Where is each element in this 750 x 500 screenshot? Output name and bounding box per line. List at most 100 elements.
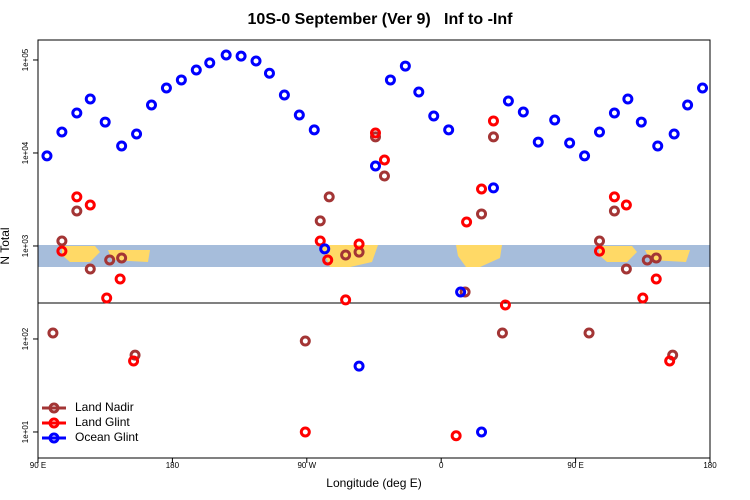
point	[71, 107, 83, 119]
point	[71, 205, 83, 217]
point	[502, 95, 514, 107]
point	[564, 137, 576, 149]
point	[579, 150, 591, 162]
point	[635, 116, 647, 128]
point	[56, 235, 68, 247]
point	[99, 116, 111, 128]
point	[129, 349, 141, 361]
point	[293, 109, 305, 121]
point	[476, 426, 488, 438]
point	[608, 205, 620, 217]
point	[319, 243, 331, 255]
point	[622, 93, 634, 105]
point	[84, 263, 96, 275]
point	[608, 191, 620, 203]
point	[235, 50, 247, 62]
point	[299, 426, 311, 438]
legend-marker	[48, 402, 60, 414]
point	[314, 235, 326, 247]
legend-label: Land Nadir	[75, 400, 134, 414]
point	[101, 292, 113, 304]
point	[323, 191, 335, 203]
point	[650, 273, 662, 285]
x-tick-label: 0	[439, 461, 444, 470]
point	[593, 245, 605, 257]
point	[620, 263, 632, 275]
point	[487, 115, 499, 127]
point	[399, 60, 411, 72]
point	[620, 199, 632, 211]
point	[71, 191, 83, 203]
chart-title: 10S-0 September (Ver 9) Inf to -Inf	[248, 11, 514, 28]
point	[697, 82, 709, 94]
point	[308, 124, 320, 136]
point	[455, 286, 467, 298]
point	[340, 249, 352, 261]
point	[583, 327, 595, 339]
point	[116, 140, 128, 152]
point	[160, 82, 172, 94]
legend-label: Ocean Glint	[75, 430, 139, 444]
point	[682, 99, 694, 111]
point	[204, 57, 216, 69]
x-tick-label: 180	[703, 461, 717, 470]
x-tick-label: 180	[166, 461, 180, 470]
point	[56, 245, 68, 257]
point	[250, 55, 262, 67]
point	[128, 355, 140, 367]
point	[263, 67, 275, 79]
point	[413, 86, 425, 98]
x-tick-label: 90 E	[567, 461, 583, 470]
point	[41, 150, 53, 162]
point	[461, 216, 473, 228]
point	[353, 238, 365, 250]
point	[190, 64, 202, 76]
y-tick-label: 1e+05	[21, 48, 30, 71]
point	[47, 327, 59, 339]
point	[145, 99, 157, 111]
point	[650, 252, 662, 264]
point	[104, 254, 116, 266]
point	[443, 124, 455, 136]
y-tick-label: 1e+02	[21, 327, 30, 350]
legend-marker	[48, 417, 60, 429]
legend-label: Land Glint	[75, 415, 130, 429]
point	[668, 128, 680, 140]
y-tick-label: 1e+04	[21, 141, 30, 164]
plot-frame	[37, 39, 711, 459]
y-tick-label: 1e+03	[21, 234, 30, 257]
point	[428, 110, 440, 122]
legend-marker	[48, 432, 60, 444]
point	[476, 208, 488, 220]
point	[278, 89, 290, 101]
point	[652, 140, 664, 152]
point	[369, 160, 381, 172]
point	[84, 199, 96, 211]
x-axis-label: Longitude (deg E)	[326, 476, 421, 490]
point	[664, 355, 676, 367]
point	[476, 183, 488, 195]
point	[353, 360, 365, 372]
point	[384, 74, 396, 86]
point	[369, 131, 381, 143]
point	[517, 106, 529, 118]
point	[549, 114, 561, 126]
point	[340, 294, 352, 306]
x-tick-label: 90 E	[30, 461, 46, 470]
y-tick-label: 1e+01	[21, 420, 30, 443]
point	[459, 286, 471, 298]
y-axis-label: N Total	[0, 227, 12, 264]
x-tick-label: 90 W	[297, 461, 316, 470]
point	[175, 74, 187, 86]
point	[299, 335, 311, 347]
map-strip	[38, 245, 710, 267]
point	[131, 128, 143, 140]
point	[487, 182, 499, 194]
point	[496, 327, 508, 339]
point	[593, 235, 605, 247]
point	[499, 299, 511, 311]
point	[314, 215, 326, 227]
point	[220, 49, 232, 61]
point	[532, 136, 544, 148]
